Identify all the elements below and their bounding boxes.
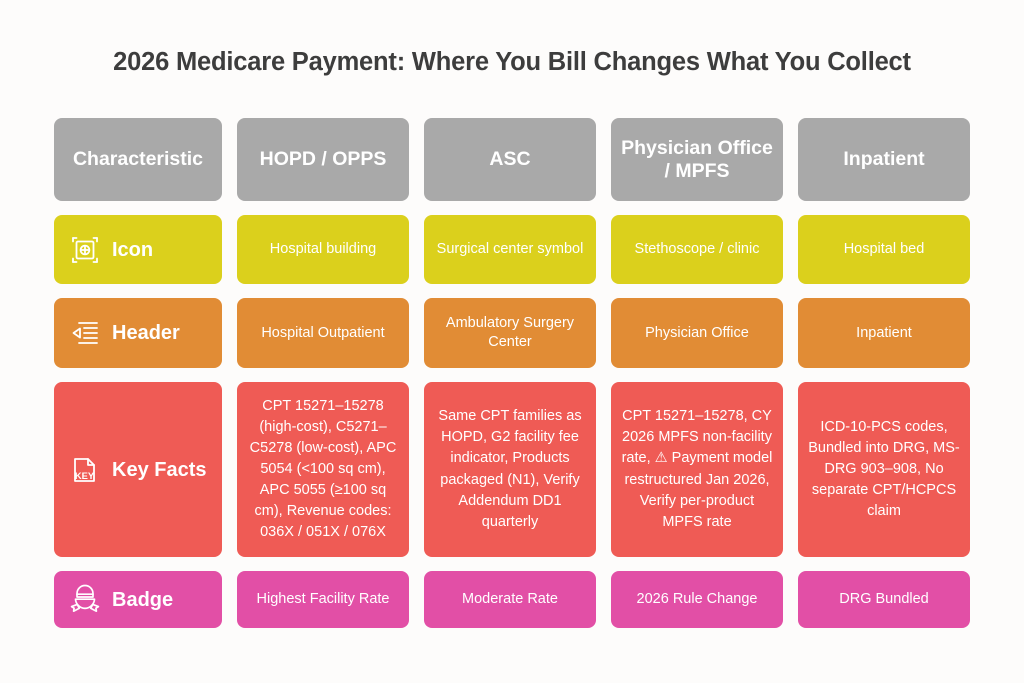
cell-text: 2026 Rule Change [636, 591, 758, 608]
cell-text: CPT 15271–15278 (high-cost), C5271–C5278… [249, 397, 397, 541]
cell-badge-hopd: Highest Facility Rate [237, 571, 409, 628]
cell-text: Hospital Outpatient [261, 324, 385, 341]
cell-text: Hospital bed [843, 241, 925, 258]
column-header-label: Characteristic [72, 148, 204, 170]
comparison-table: Characteristic HOPD / OPPS ASC Physician… [54, 118, 970, 628]
cell-badge-inpatient: DRG Bundled [798, 571, 970, 628]
row-label-text: Header [112, 322, 180, 344]
cell-key-facts-hopd: CPT 15271–15278 (high-cost), C5271–C5278… [237, 382, 409, 557]
cell-text: Same CPT families as HOPD, G2 facility f… [438, 408, 582, 530]
cell-icon-physician-office: Stethoscope / clinic [611, 215, 783, 284]
column-header-hopd-opps: HOPD / OPPS [237, 118, 409, 201]
cell-key-facts-inpatient: ICD-10-PCS codes, Bundled into DRG, MS-D… [798, 382, 970, 557]
cell-icon-asc: Surgical center symbol [424, 215, 596, 284]
column-header-label: Physician Office / MPFS [621, 136, 773, 182]
page-title: 2026 Medicare Payment: Where You Bill Ch… [113, 48, 911, 76]
row-label-key-facts: KEY Key Facts [54, 382, 222, 557]
cell-icon-inpatient: Hospital bed [798, 215, 970, 284]
row-label-icon: Icon [54, 215, 222, 284]
cell-key-facts-physician-office: CPT 15271–15278, CY 2026 MPFS non-facili… [611, 382, 783, 557]
cell-text: Hospital building [269, 241, 377, 258]
crop-target-icon [68, 233, 102, 267]
column-header-label: ASC [489, 148, 531, 170]
cell-text: Surgical center symbol [436, 241, 584, 258]
cell-text: DRG Bundled [839, 591, 929, 608]
row-label-header: Header [54, 298, 222, 368]
cell-badge-asc: Moderate Rate [424, 571, 596, 628]
column-header-asc: ASC [424, 118, 596, 201]
column-header-physician-office-mpfs: Physician Office / MPFS [611, 118, 783, 201]
column-header-label: Inpatient [843, 148, 925, 170]
cell-text: ICD-10-PCS codes, Bundled into DRG, MS-D… [808, 418, 960, 520]
cell-header-physician-office: Physician Office [611, 298, 783, 368]
cell-text: Stethoscope / clinic [634, 241, 760, 258]
cell-header-hopd: Hospital Outpatient [237, 298, 409, 368]
cell-header-asc: Ambulatory Surgery Center [424, 298, 596, 368]
award-rosette-icon [68, 583, 102, 617]
text-indent-left-icon [68, 316, 102, 350]
cell-text: CPT 15271–15278, CY 2026 MPFS non-facili… [621, 408, 773, 530]
cell-text: Ambulatory Surgery Center [445, 315, 575, 350]
cell-text: Highest Facility Rate [256, 591, 390, 608]
column-header-characteristic: Characteristic [54, 118, 222, 201]
row-label-text: Icon [112, 238, 154, 261]
cell-text: Moderate Rate [462, 591, 558, 608]
column-header-inpatient: Inpatient [798, 118, 970, 201]
svg-text:KEY: KEY [75, 470, 95, 481]
cell-key-facts-asc: Same CPT families as HOPD, G2 facility f… [424, 382, 596, 557]
row-label-badge: Badge [54, 571, 222, 628]
cell-icon-hopd: Hospital building [237, 215, 409, 284]
key-document-icon: KEY [68, 453, 102, 487]
cell-header-inpatient: Inpatient [798, 298, 970, 368]
cell-text: Physician Office [645, 324, 749, 341]
cell-badge-physician-office: 2026 Rule Change [611, 571, 783, 628]
row-label-text: Badge [112, 588, 174, 611]
column-header-label: HOPD / OPPS [259, 148, 387, 170]
row-label-text: Key Facts [112, 458, 207, 481]
cell-text: Inpatient [856, 324, 912, 341]
